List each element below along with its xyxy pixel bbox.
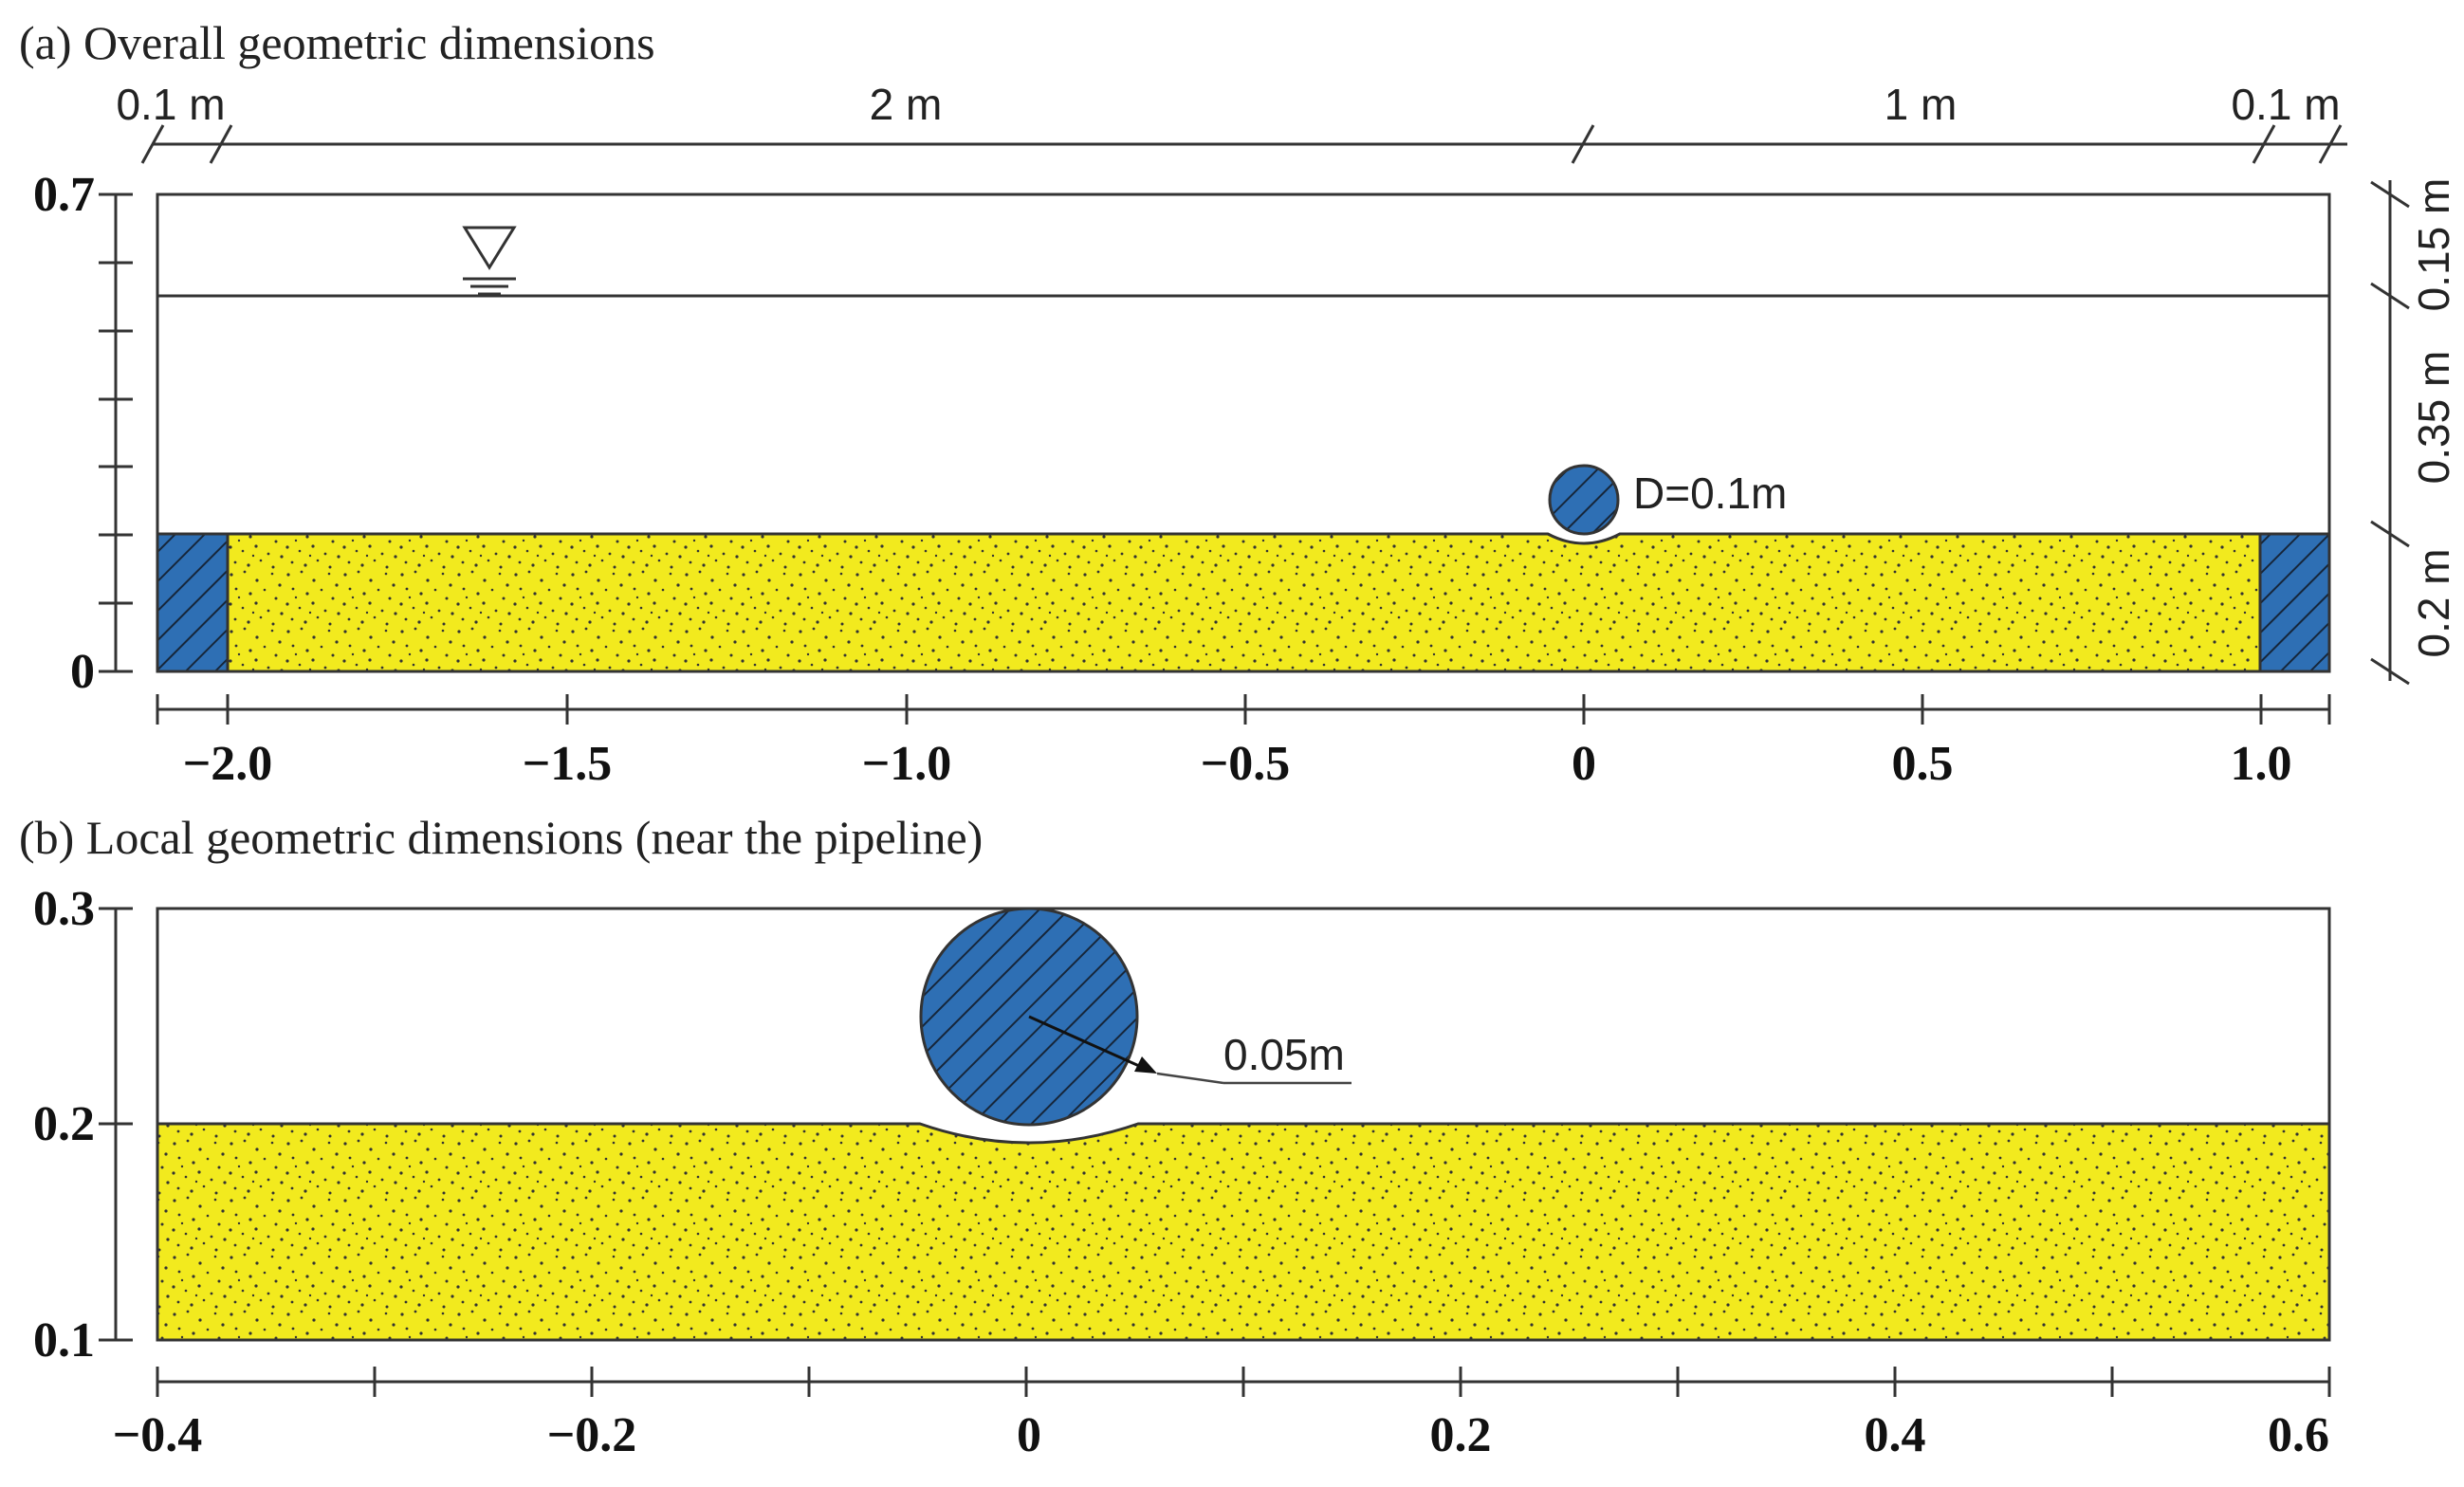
top-dimension-line: 0.1 m 2 m 1 m 0.1 m <box>116 80 2347 164</box>
right-wall <box>2258 532 2331 673</box>
sand-bed <box>226 532 2262 673</box>
panel-a-title: (a) Overall geometric dimensions <box>19 16 655 69</box>
dim-label-sand-depth: 0.2 m <box>2409 548 2458 657</box>
panel-a-x-axis: −2.0 −1.5 −1.0 −0.5 0 0.5 1.0 <box>156 694 2331 791</box>
y-tick-label-top: 0.7 <box>33 168 95 222</box>
y-tick-label-bottom: 0 <box>70 645 95 699</box>
x-tick-label: 0.5 <box>1892 737 1954 791</box>
radius-leader <box>1028 1015 1352 1085</box>
dim-label-downstream: 1 m <box>1885 80 1958 129</box>
dim-label-water-depth: 0.35 m <box>2409 351 2458 485</box>
radius-label: 0.05m <box>1223 1030 1345 1079</box>
x-tick-label: −0.4 <box>113 1408 203 1462</box>
pipeline <box>1548 464 1620 536</box>
panel-b-sand-bed <box>156 1122 2331 1342</box>
dim-label-left-wall: 0.1 m <box>116 80 225 129</box>
panel-a-y-axis: 0.7 0 <box>33 168 133 699</box>
y-tick-label: 0.1 <box>33 1313 95 1368</box>
y-tick-label: 0.2 <box>33 1097 95 1151</box>
x-tick-label: −0.5 <box>1201 737 1291 791</box>
right-dimension-line: 0.15 m 0.35 m 0.2 m <box>2370 178 2458 686</box>
x-tick-label: 0.2 <box>1430 1408 1492 1462</box>
dim-label-upstream: 2 m <box>870 80 943 129</box>
x-tick-label: 0.6 <box>2268 1408 2329 1462</box>
left-wall <box>156 532 230 673</box>
dim-label-freeboard: 0.15 m <box>2409 178 2458 312</box>
x-tick-label: 0.4 <box>1865 1408 1926 1462</box>
x-tick-label: 0 <box>1017 1408 1041 1462</box>
panel-b-title: (b) Local geometric dimensions (near the… <box>19 811 983 864</box>
x-tick-label: 0 <box>1572 737 1596 791</box>
panel-b-y-axis: 0.3 0.2 0.1 <box>33 882 133 1368</box>
x-tick-label: −1.0 <box>862 737 952 791</box>
x-tick-label: −0.2 <box>547 1408 637 1462</box>
dim-label-right-wall: 0.1 m <box>2231 80 2340 129</box>
x-tick-label: −2.0 <box>183 737 273 791</box>
x-tick-label: 1.0 <box>2231 737 2292 791</box>
water-level-triangle-icon <box>462 226 517 296</box>
x-tick-label: −1.5 <box>523 737 613 791</box>
panel-b-x-axis: −0.4 −0.2 0 0.2 0.4 0.6 <box>113 1367 2331 1462</box>
y-tick-label: 0.3 <box>33 882 95 936</box>
pipe-diameter-label: D=0.1m <box>1633 468 1787 518</box>
